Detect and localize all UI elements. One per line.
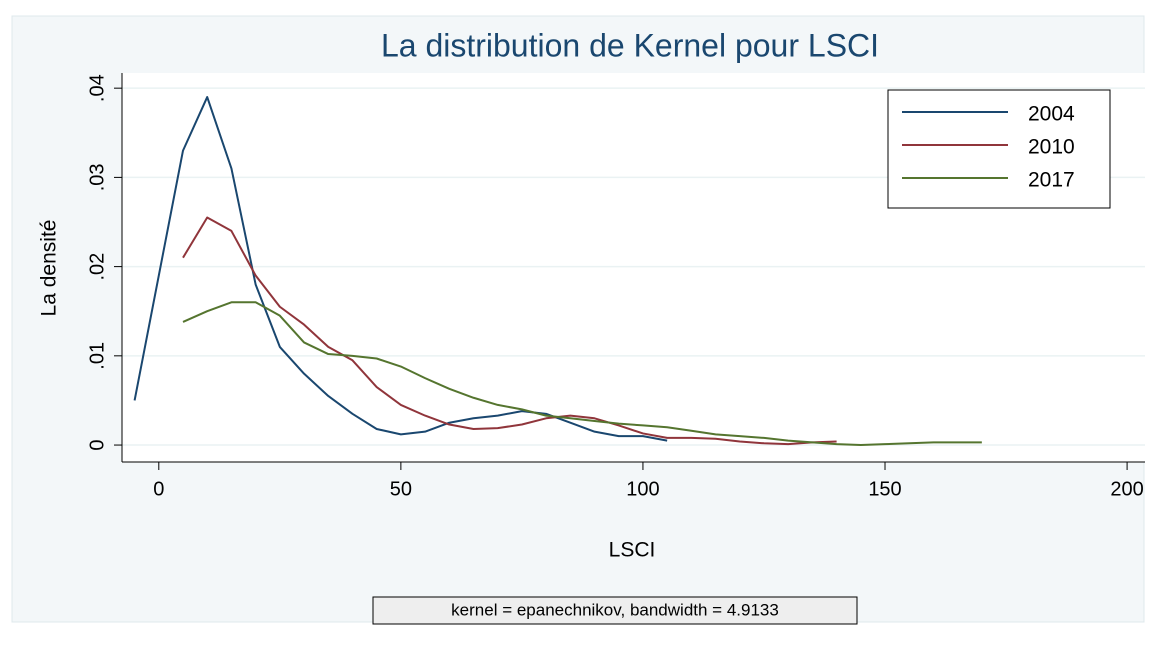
x-tick-label: 200	[1110, 478, 1143, 500]
note: kernel = epanechnikov, bandwidth = 4.913…	[451, 600, 779, 619]
y-tick-label: .04	[86, 74, 108, 102]
x-tick-label: 100	[626, 478, 659, 500]
note-box	[372, 596, 858, 625]
chart-title: La distribution de Kernel pour LSCI	[381, 27, 879, 63]
y-tick-label: .03	[86, 163, 108, 191]
x-tick-label: 50	[390, 478, 412, 500]
y-tick-label: .02	[86, 253, 108, 281]
y-tick-label: .01	[86, 342, 108, 370]
line-series	[133, 96, 668, 442]
x-axis-label: LSCI	[609, 539, 656, 562]
legend-label: 2017	[1028, 169, 1075, 192]
legend-box	[887, 89, 1111, 209]
y-tick-label: 0	[86, 439, 108, 450]
line-series	[182, 216, 837, 446]
y-axis-label: La densité	[38, 220, 61, 317]
line-series	[182, 301, 982, 447]
x-tick-label: 150	[868, 478, 901, 500]
legend-label: 2004	[1028, 103, 1075, 126]
legend-label: 2010	[1028, 136, 1075, 159]
x-tick-label: 0	[153, 478, 164, 500]
